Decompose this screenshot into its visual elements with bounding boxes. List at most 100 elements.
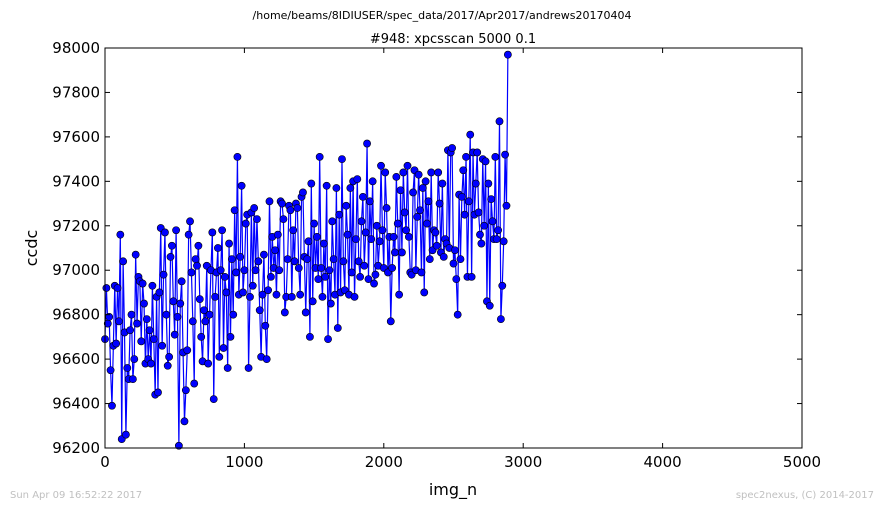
data-point	[491, 152, 500, 161]
data-point	[364, 275, 373, 284]
data-point	[184, 230, 193, 239]
data-point	[395, 290, 404, 299]
data-point	[464, 197, 473, 206]
data-point	[404, 232, 413, 241]
data-point	[127, 310, 136, 319]
data-point	[421, 177, 430, 186]
data-point	[194, 241, 203, 250]
x-tick-label: 5000	[783, 453, 821, 471]
data-point	[391, 248, 399, 257]
plot-frame	[104, 47, 803, 449]
data-point	[402, 226, 410, 235]
data-point	[113, 284, 122, 292]
data-point	[417, 268, 426, 277]
footer-credit: spec2nexus, (C) 2014-2017	[736, 490, 874, 501]
data-point	[423, 219, 431, 228]
data-point	[499, 237, 508, 246]
chart-title: #948: xpcsscan 5000 0.1	[370, 32, 536, 47]
data-point	[310, 219, 318, 228]
data-point	[335, 210, 344, 219]
y-tick-label: 97400	[52, 172, 100, 190]
data-point	[265, 197, 274, 206]
data-point	[254, 257, 263, 266]
data-point	[321, 272, 330, 281]
data-point	[388, 264, 397, 272]
data-point	[325, 266, 334, 275]
data-point	[205, 310, 214, 319]
data-point	[246, 292, 254, 301]
data-point	[204, 359, 213, 368]
data-point	[367, 235, 376, 244]
data-point	[363, 139, 371, 148]
data-point	[289, 226, 298, 235]
data-point	[467, 272, 476, 281]
data-point	[403, 161, 412, 170]
data-point	[378, 226, 387, 235]
data-point	[190, 379, 199, 388]
data-point	[370, 279, 378, 288]
data-point	[209, 395, 218, 404]
plot-area	[101, 47, 803, 450]
data-point	[147, 359, 155, 368]
y-tick-label: 98000	[52, 39, 100, 57]
data-point	[138, 279, 147, 288]
data-point	[356, 272, 364, 281]
data-point	[474, 208, 483, 217]
y-axis-label: ccdc	[22, 230, 41, 267]
data-point	[253, 215, 261, 224]
data-point	[484, 179, 493, 188]
x-axis-label: img_n	[429, 480, 477, 500]
data-point	[158, 341, 167, 350]
data-point	[308, 297, 317, 306]
data-point	[501, 150, 509, 159]
data-point	[273, 230, 282, 239]
data-point	[187, 268, 196, 277]
data-point	[400, 208, 409, 217]
data-point	[123, 364, 132, 372]
data-point	[126, 326, 134, 335]
y-tick-label: 96200	[52, 439, 100, 457]
data-point	[137, 337, 146, 346]
data-point	[487, 195, 496, 204]
data-point	[453, 310, 462, 319]
data-point	[328, 217, 337, 226]
data-point	[130, 355, 139, 364]
data-point	[438, 179, 447, 188]
data-point	[434, 168, 443, 177]
data-point	[283, 255, 292, 264]
y-axis: 96200 96400 96600 96800 97000 97200 97400 97600…	[52, 39, 802, 457]
data-point	[452, 275, 461, 284]
data-point	[342, 201, 351, 210]
x-tick-label: 2000	[365, 453, 403, 471]
data-point	[393, 219, 402, 228]
data-point	[112, 339, 121, 348]
data-point	[477, 239, 486, 248]
data-point	[389, 232, 398, 241]
data-point	[214, 244, 222, 252]
data-point	[399, 168, 408, 177]
data-point	[424, 197, 433, 206]
data-point	[186, 217, 194, 226]
data-point	[296, 290, 305, 299]
data-point	[466, 130, 475, 139]
data-point	[485, 301, 494, 310]
data-point	[220, 272, 229, 281]
data-point	[279, 215, 288, 224]
data-point	[241, 219, 250, 228]
data-point	[353, 175, 362, 184]
data-point	[159, 270, 168, 279]
data-point	[115, 317, 123, 326]
data-point	[368, 177, 377, 186]
data-point	[354, 257, 363, 266]
data-point	[304, 237, 313, 246]
data-point	[163, 361, 172, 370]
data-point	[230, 206, 239, 215]
data-point	[488, 217, 497, 226]
data-point	[352, 235, 360, 244]
data-point	[450, 246, 459, 255]
data-point	[357, 217, 366, 226]
data-point	[386, 317, 395, 326]
data-point	[188, 317, 197, 326]
data-point	[324, 335, 332, 344]
